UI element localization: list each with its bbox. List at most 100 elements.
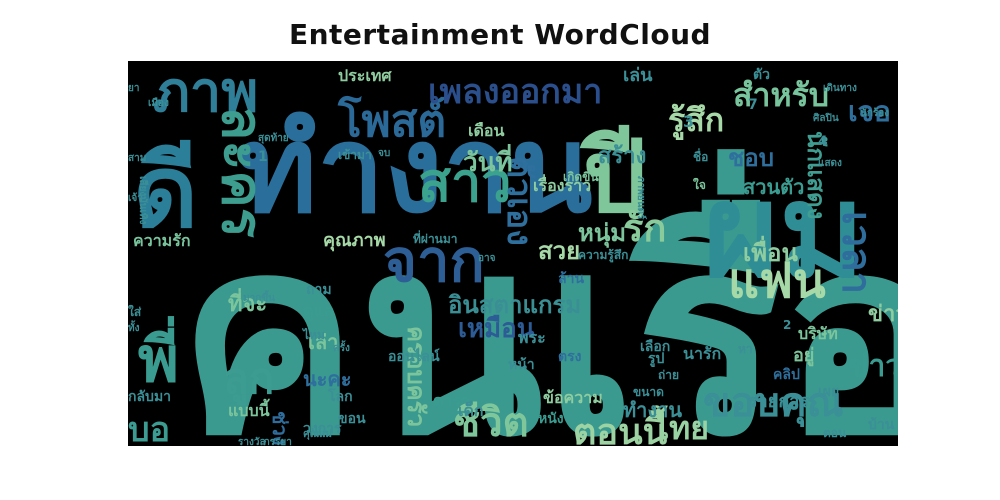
wordcloud-word: รายการ xyxy=(748,391,809,412)
wordcloud-word: อาจ xyxy=(478,253,496,264)
wordcloud-word: ตอนนี้ xyxy=(573,405,668,446)
wordcloud-word: เจ้า xyxy=(128,192,143,204)
wordcloud-word: ละคร xyxy=(209,106,274,238)
wordcloud-word: คนเรื่อง xyxy=(178,148,898,446)
wordcloud-word: เดือน xyxy=(468,121,504,140)
wordcloud-word: จาก xyxy=(383,227,485,295)
wordcloud-word: นะคะ xyxy=(303,367,352,391)
wordcloud-word: เพลงออกมา xyxy=(428,72,602,112)
wordcloud-word: บ้าน xyxy=(868,417,895,433)
wordcloud-word: ความรัก xyxy=(133,231,191,250)
wordcloud-word: เลือก xyxy=(640,339,670,355)
wordcloud-word: ตรง xyxy=(558,349,582,365)
wordcloud-word: เด็ก xyxy=(458,399,484,420)
wordcloud-word: เกิดขึ้น xyxy=(563,167,599,184)
wordcloud-word: ประเทศ xyxy=(338,66,392,85)
wordcloud-word: อยู่ xyxy=(793,345,814,367)
wordcloud-word: สุดท้าย xyxy=(258,132,289,144)
wordcloud-word: ครั้ง xyxy=(333,340,350,354)
wordcloud-word: คุณภาพ xyxy=(323,230,386,252)
wordcloud-word: ทำงาน xyxy=(623,398,682,422)
wordcloud-word: เสียงบันเทิง xyxy=(137,176,149,224)
wordcloud-word: ดี xyxy=(133,133,198,250)
wordcloud-word: 4 xyxy=(818,134,828,150)
wordcloud-word: เข้ามา xyxy=(338,148,372,162)
wordcloud-word: ปี xyxy=(580,118,647,235)
wordcloud-word: หนัง xyxy=(538,411,564,427)
wordcloud-word: ภาพยนตร์ xyxy=(635,176,647,220)
wordcloud-word: เมือง xyxy=(148,97,169,109)
wordcloud-word: เหมือน xyxy=(458,314,535,344)
chart-title: Entertainment WordCloud xyxy=(288,18,712,51)
wordcloud-word: ขนาด xyxy=(633,385,664,399)
wordcloud-word: ดารา xyxy=(433,391,470,410)
wordcloud-word: ตัว xyxy=(753,67,770,83)
wordcloud-word: ทั้ง xyxy=(128,320,140,334)
wordcloud-word: ชอบ xyxy=(728,144,774,172)
wordcloud-word: คลิป xyxy=(773,367,800,383)
wordcloud-word: ออนไลน์ xyxy=(388,347,440,365)
wordcloud-word: วันที่ xyxy=(463,143,513,178)
wordcloud-word: สวนตัว xyxy=(743,175,804,199)
wordcloud-word: ขอน xyxy=(338,411,366,427)
wordcloud-word: สำหรับ xyxy=(733,76,829,114)
wordcloud-word: ชีวิต xyxy=(453,400,529,446)
wordcloud-word: นักร้อง xyxy=(860,107,889,119)
wordcloud-word: แบบนี้ xyxy=(228,398,270,420)
wordcloud-word: ช่วง xyxy=(268,411,292,446)
wordcloud-word: เรื่องราว xyxy=(533,174,591,195)
wordcloud-word: ภาพ xyxy=(153,61,258,125)
wordcloud-word: หนุ่ม xyxy=(578,219,626,249)
wordcloud-word: หา xyxy=(738,342,753,356)
wordcloud-word: ที่ผ่านมา xyxy=(413,230,458,246)
wordcloud-word: เผย xyxy=(818,384,839,400)
wordcloud-word: ตัวเอง xyxy=(499,156,539,246)
wordcloud-word: ชื่อ xyxy=(693,148,708,164)
wordcloud-word: คุณแม่ xyxy=(303,428,332,440)
wordcloud-word: แฟน xyxy=(728,253,826,309)
wordcloud-word: นักแสดง xyxy=(802,131,830,219)
wordcloud-word: ไหม xyxy=(301,327,325,342)
wordcloud-word: ตอน xyxy=(823,426,847,440)
wordcloud-word: นารัก xyxy=(683,344,721,363)
wordcloud-word: ภรรยา xyxy=(263,437,292,446)
wordcloud-word: บอ xyxy=(128,410,170,446)
wordcloud-word: ใส่ xyxy=(128,304,142,319)
wordcloud-word: มากขึ้น xyxy=(243,290,275,304)
wordcloud-word: โพสต์ xyxy=(337,94,446,147)
wordcloud-word: สาว xyxy=(418,151,512,214)
wordcloud-word: ครอบครัว xyxy=(402,326,430,427)
wordcloud-word: สร้าง xyxy=(598,144,646,169)
wordcloud-word: 2 xyxy=(783,318,791,332)
wordcloud-word: ขอบคุณ xyxy=(703,380,844,428)
wordcloud-word: เล่น xyxy=(623,65,653,86)
wordcloud-word: ไทย xyxy=(650,409,709,446)
wordcloud-word: ที่จะ xyxy=(228,287,267,317)
wordcloud-word: พระ xyxy=(518,328,546,347)
wordcloud-word: อินสตาแกรม xyxy=(448,291,581,319)
wordcloud-word: ทำงาน xyxy=(238,101,593,240)
wordcloud-word: ถาม xyxy=(306,282,332,298)
wordcloud-word: ศิลปิน xyxy=(813,112,839,124)
wordcloud-word: รัก xyxy=(623,206,666,250)
wordcloud-word: 3 xyxy=(683,112,694,131)
wordcloud-word: ข่าว xyxy=(848,349,898,384)
wordcloud-word: เล่า xyxy=(308,330,338,354)
wordcloud-word: สาม xyxy=(128,153,146,164)
wordcloud-word: ใจ xyxy=(693,177,706,192)
wordcloud-word: จบ xyxy=(378,148,390,159)
wordcloud-word: ข้อความ xyxy=(543,388,603,407)
wordcloud-word: ลูก xyxy=(223,354,274,405)
wordcloud-word: รางวัล xyxy=(238,436,266,446)
wordcloud-word: บริษัท xyxy=(798,324,838,343)
wordcloud-word: ยา xyxy=(128,83,139,94)
wordcloud-word: รูป xyxy=(648,351,665,367)
wordcloud-word: ดูแล xyxy=(303,301,334,322)
wordcloud-word: สวย xyxy=(538,237,580,265)
wordcloud-word: ถ่าย xyxy=(658,368,679,382)
wordcloud-word: 1 xyxy=(258,149,268,165)
wordcloud-word: 7 xyxy=(748,97,758,113)
wordcloud-word: แสดง xyxy=(818,158,842,169)
wordcloud-word: หน้า xyxy=(508,357,535,373)
